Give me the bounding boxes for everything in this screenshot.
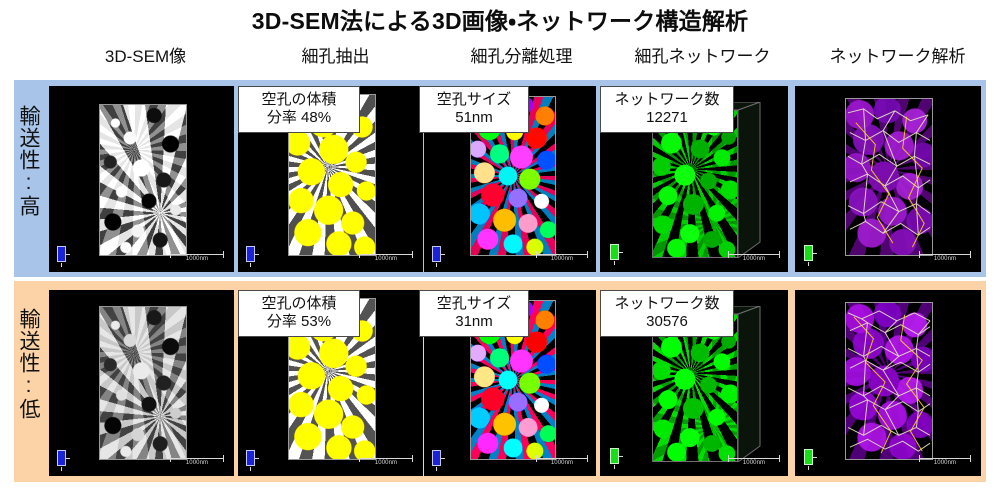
scalebar-low-separate: 1000nm: [536, 455, 588, 467]
callout-line-1: ネットワーク数: [614, 91, 720, 108]
scalebar-low-extract: 1000nm: [359, 455, 413, 467]
scalebar-label: 1000nm: [933, 256, 957, 262]
network-front-face: [652, 314, 738, 462]
scalebar-high-extract: 1000nm: [359, 251, 413, 263]
callout-low-network-count: ネットワーク数 30576: [600, 290, 734, 337]
scalebar-label: 1000nm: [374, 460, 398, 466]
scalebar-low-sem: 1000nm: [170, 455, 224, 467]
callout-high-pore-size: 空孔サイズ 51nm: [419, 86, 529, 133]
callout-line-2: 分率 53%: [266, 313, 332, 330]
callout-line-2: 分率 48%: [266, 109, 332, 126]
scalebar-low-analysis: 1000nm: [919, 455, 971, 467]
figure-title: 3D-SEM法による3D画像・ネットワーク構造解析: [251, 8, 749, 34]
callout-high-pore-fraction: 空孔の体積 分率 48%: [238, 86, 360, 133]
scalebar-high-analysis: 1000nm: [919, 251, 971, 263]
scalebar-high-network: 1000nm: [728, 251, 780, 263]
panel-high-sem: 1000nm: [49, 86, 234, 272]
axis-gizmo-icon: [245, 246, 259, 267]
axis-gizmo-icon: [609, 448, 623, 469]
segmented-volume-low: [470, 300, 556, 460]
scalebar-label: 1000nm: [374, 256, 398, 262]
analysis-volume-low: [845, 302, 933, 460]
analysis-volume-high: [845, 98, 933, 256]
network-texture: [653, 315, 737, 461]
scalebar-label: 1000nm: [185, 256, 209, 262]
scalebar-label: 1000nm: [933, 460, 957, 466]
network-front-face: [652, 110, 738, 258]
pore-volume-low: [288, 298, 376, 460]
scalebar-label: 1000nm: [550, 256, 574, 262]
callout-line-1: 空孔の体積: [261, 91, 337, 108]
callout-line-2: 30576: [646, 313, 688, 330]
row-label-low: 輸送性:低: [17, 308, 40, 420]
axis-gizmo-icon: [56, 246, 70, 267]
axis-gizmo-icon: [431, 450, 445, 471]
column-header-sem: 3D-SEM像: [104, 47, 187, 66]
pore-texture: [289, 299, 375, 459]
scalebar-label: 1000nm: [185, 460, 209, 466]
callout-line-2: 12271: [646, 109, 688, 126]
panel-high-analysis: 1000nm: [795, 86, 981, 272]
network-texture: [653, 111, 737, 257]
segmentation-texture: [471, 301, 555, 459]
scalebar-high-separate: 1000nm: [536, 251, 588, 263]
network-volume-low: [652, 306, 762, 462]
callout-line-1: 空孔サイズ: [436, 295, 512, 312]
callout-line-2: 51nm: [455, 109, 493, 126]
callout-line-2: 31nm: [455, 313, 493, 330]
sem-texture: [100, 307, 186, 459]
sem-volume-high: [99, 104, 187, 256]
column-header-analysis: ネットワーク解析: [829, 47, 966, 66]
axis-gizmo-icon: [609, 244, 623, 265]
callout-high-network-count: ネットワーク数 12271: [600, 86, 734, 133]
scalebar-label: 1000nm: [742, 460, 766, 466]
column-header-extract: 細孔抽出: [301, 47, 370, 66]
panel-low-sem: 1000nm: [49, 290, 234, 476]
axis-gizmo-icon: [245, 450, 259, 471]
callout-low-pore-size: 空孔サイズ 31nm: [419, 290, 529, 337]
column-header-row: 3D-SEM像 細孔抽出 細孔分離処理 細孔ネットワーク ネットワーク解析: [0, 42, 1000, 76]
sem-texture: [100, 105, 186, 255]
panel-low-analysis: 1000nm: [795, 290, 981, 476]
scalebar-low-network: 1000nm: [728, 455, 780, 467]
axis-gizmo-icon: [803, 449, 817, 470]
skeleton-lines: [847, 108, 931, 248]
axis-gizmo-icon: [803, 245, 817, 266]
scalebar-high-sem: 1000nm: [170, 251, 224, 263]
column-header-network: 細孔ネットワーク: [634, 47, 771, 66]
callout-low-pore-fraction: 空孔の体積 分率 53%: [238, 290, 360, 337]
row-label-high: 輸送性:高: [17, 105, 40, 217]
callout-line-1: 空孔サイズ: [436, 91, 512, 108]
scalebar-label: 1000nm: [742, 256, 766, 262]
axis-gizmo-icon: [431, 246, 445, 267]
scalebar-label: 1000nm: [550, 460, 574, 466]
sem-volume-low: [99, 306, 187, 460]
callout-line-1: ネットワーク数: [614, 295, 720, 312]
axis-gizmo-icon: [56, 450, 70, 471]
skeleton-lines: [847, 310, 931, 454]
column-header-separate: 細孔分離処理: [470, 47, 573, 66]
callout-line-1: 空孔の体積: [261, 295, 337, 312]
